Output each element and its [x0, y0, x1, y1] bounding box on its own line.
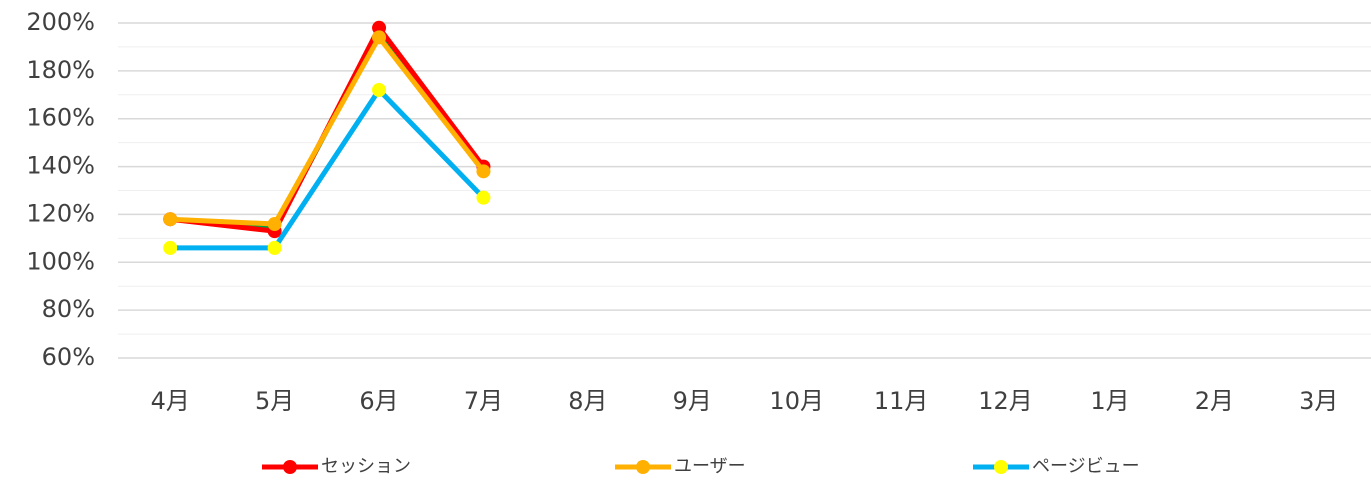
x-tick-label: 10月 [769, 387, 824, 415]
series-marker [372, 83, 387, 97]
x-tick-label: 5月 [255, 387, 294, 415]
y-tick-label: 80% [42, 295, 95, 323]
series-marker [476, 190, 491, 205]
y-tick-label: 60% [42, 343, 95, 371]
x-tick-label: 7月 [464, 387, 503, 415]
y-tick-label: 160% [26, 104, 95, 132]
legend-label: セッション [321, 456, 411, 477]
y-tick-label: 180% [26, 56, 95, 84]
series-marker [267, 240, 282, 255]
series-marker [267, 217, 282, 231]
y-tick-label: 140% [26, 152, 95, 180]
series-marker [163, 212, 178, 227]
legend-label: ユーザー [674, 456, 746, 477]
x-tick-label: 3月 [1299, 387, 1338, 415]
y-tick-label: 100% [26, 247, 95, 275]
series-marker [163, 240, 178, 255]
x-tick-label: 9月 [673, 387, 712, 415]
x-tick-label: 6月 [359, 387, 398, 415]
x-tick-label: 4月 [151, 387, 190, 415]
series-line [170, 34, 486, 227]
series-marker [372, 30, 387, 45]
x-tick-label: 8月 [568, 387, 607, 415]
y-tick-label: 200% [26, 8, 95, 36]
legend-marker [994, 460, 1008, 474]
legend-marker [283, 460, 297, 474]
series-marker [372, 20, 387, 35]
y-tick-label: 120% [26, 199, 95, 227]
series-line [170, 87, 486, 251]
x-tick-label: 2月 [1195, 387, 1234, 415]
legend-marker [636, 460, 650, 474]
series-marker [476, 164, 491, 179]
legend-label: ページビュー [1032, 456, 1140, 477]
x-tick-label: 12月 [978, 387, 1033, 415]
x-tick-label: 11月 [874, 387, 929, 415]
x-tick-label: 1月 [1090, 387, 1129, 415]
